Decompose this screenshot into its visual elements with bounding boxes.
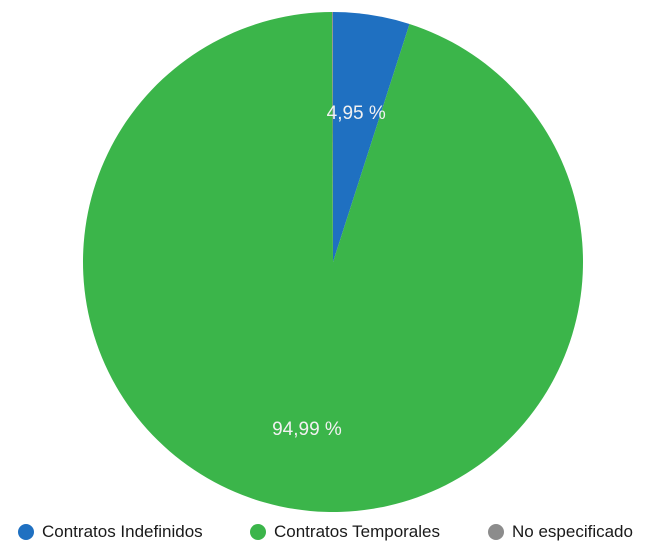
pie-slice-contratos-temporales [83, 12, 584, 513]
data-label-contratos-temporales: 94,99 % [272, 419, 342, 440]
pie-slice-contratos-indefinidos [333, 12, 410, 262]
legend-label-contratos-temporales: Contratos Temporales [274, 522, 440, 541]
legend-item-contratos-indefinidos[interactable]: Contratos Indefinidos [18, 522, 203, 542]
pie-data-labels: 4,95 % 94,99 % [272, 103, 386, 440]
legend-swatch-no-especificado [488, 524, 504, 540]
legend-swatch-contratos-indefinidos [18, 524, 34, 540]
legend-item-contratos-temporales[interactable]: Contratos Temporales [250, 522, 440, 542]
chart-legend: Contratos Indefinidos Contratos Temporal… [0, 522, 651, 546]
legend-swatch-contratos-temporales [250, 524, 266, 540]
legend-item-no-especificado[interactable]: No especificado [488, 522, 633, 542]
legend-label-no-especificado: No especificado [512, 522, 633, 541]
legend-label-contratos-indefinidos: Contratos Indefinidos [42, 522, 203, 541]
pie-slices [83, 11, 584, 513]
data-label-contratos-indefinidos: 4,95 % [327, 103, 386, 124]
pie-slice-no-especificado [332, 11, 333, 262]
